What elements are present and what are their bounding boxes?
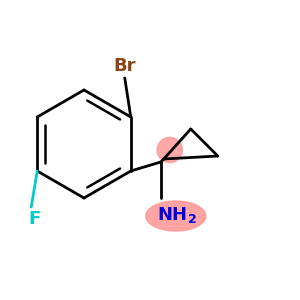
Text: Br: Br	[113, 57, 136, 75]
Text: 2: 2	[188, 213, 197, 226]
Circle shape	[157, 137, 182, 163]
Text: NH: NH	[158, 206, 188, 224]
Text: F: F	[28, 210, 40, 228]
Ellipse shape	[146, 201, 206, 231]
